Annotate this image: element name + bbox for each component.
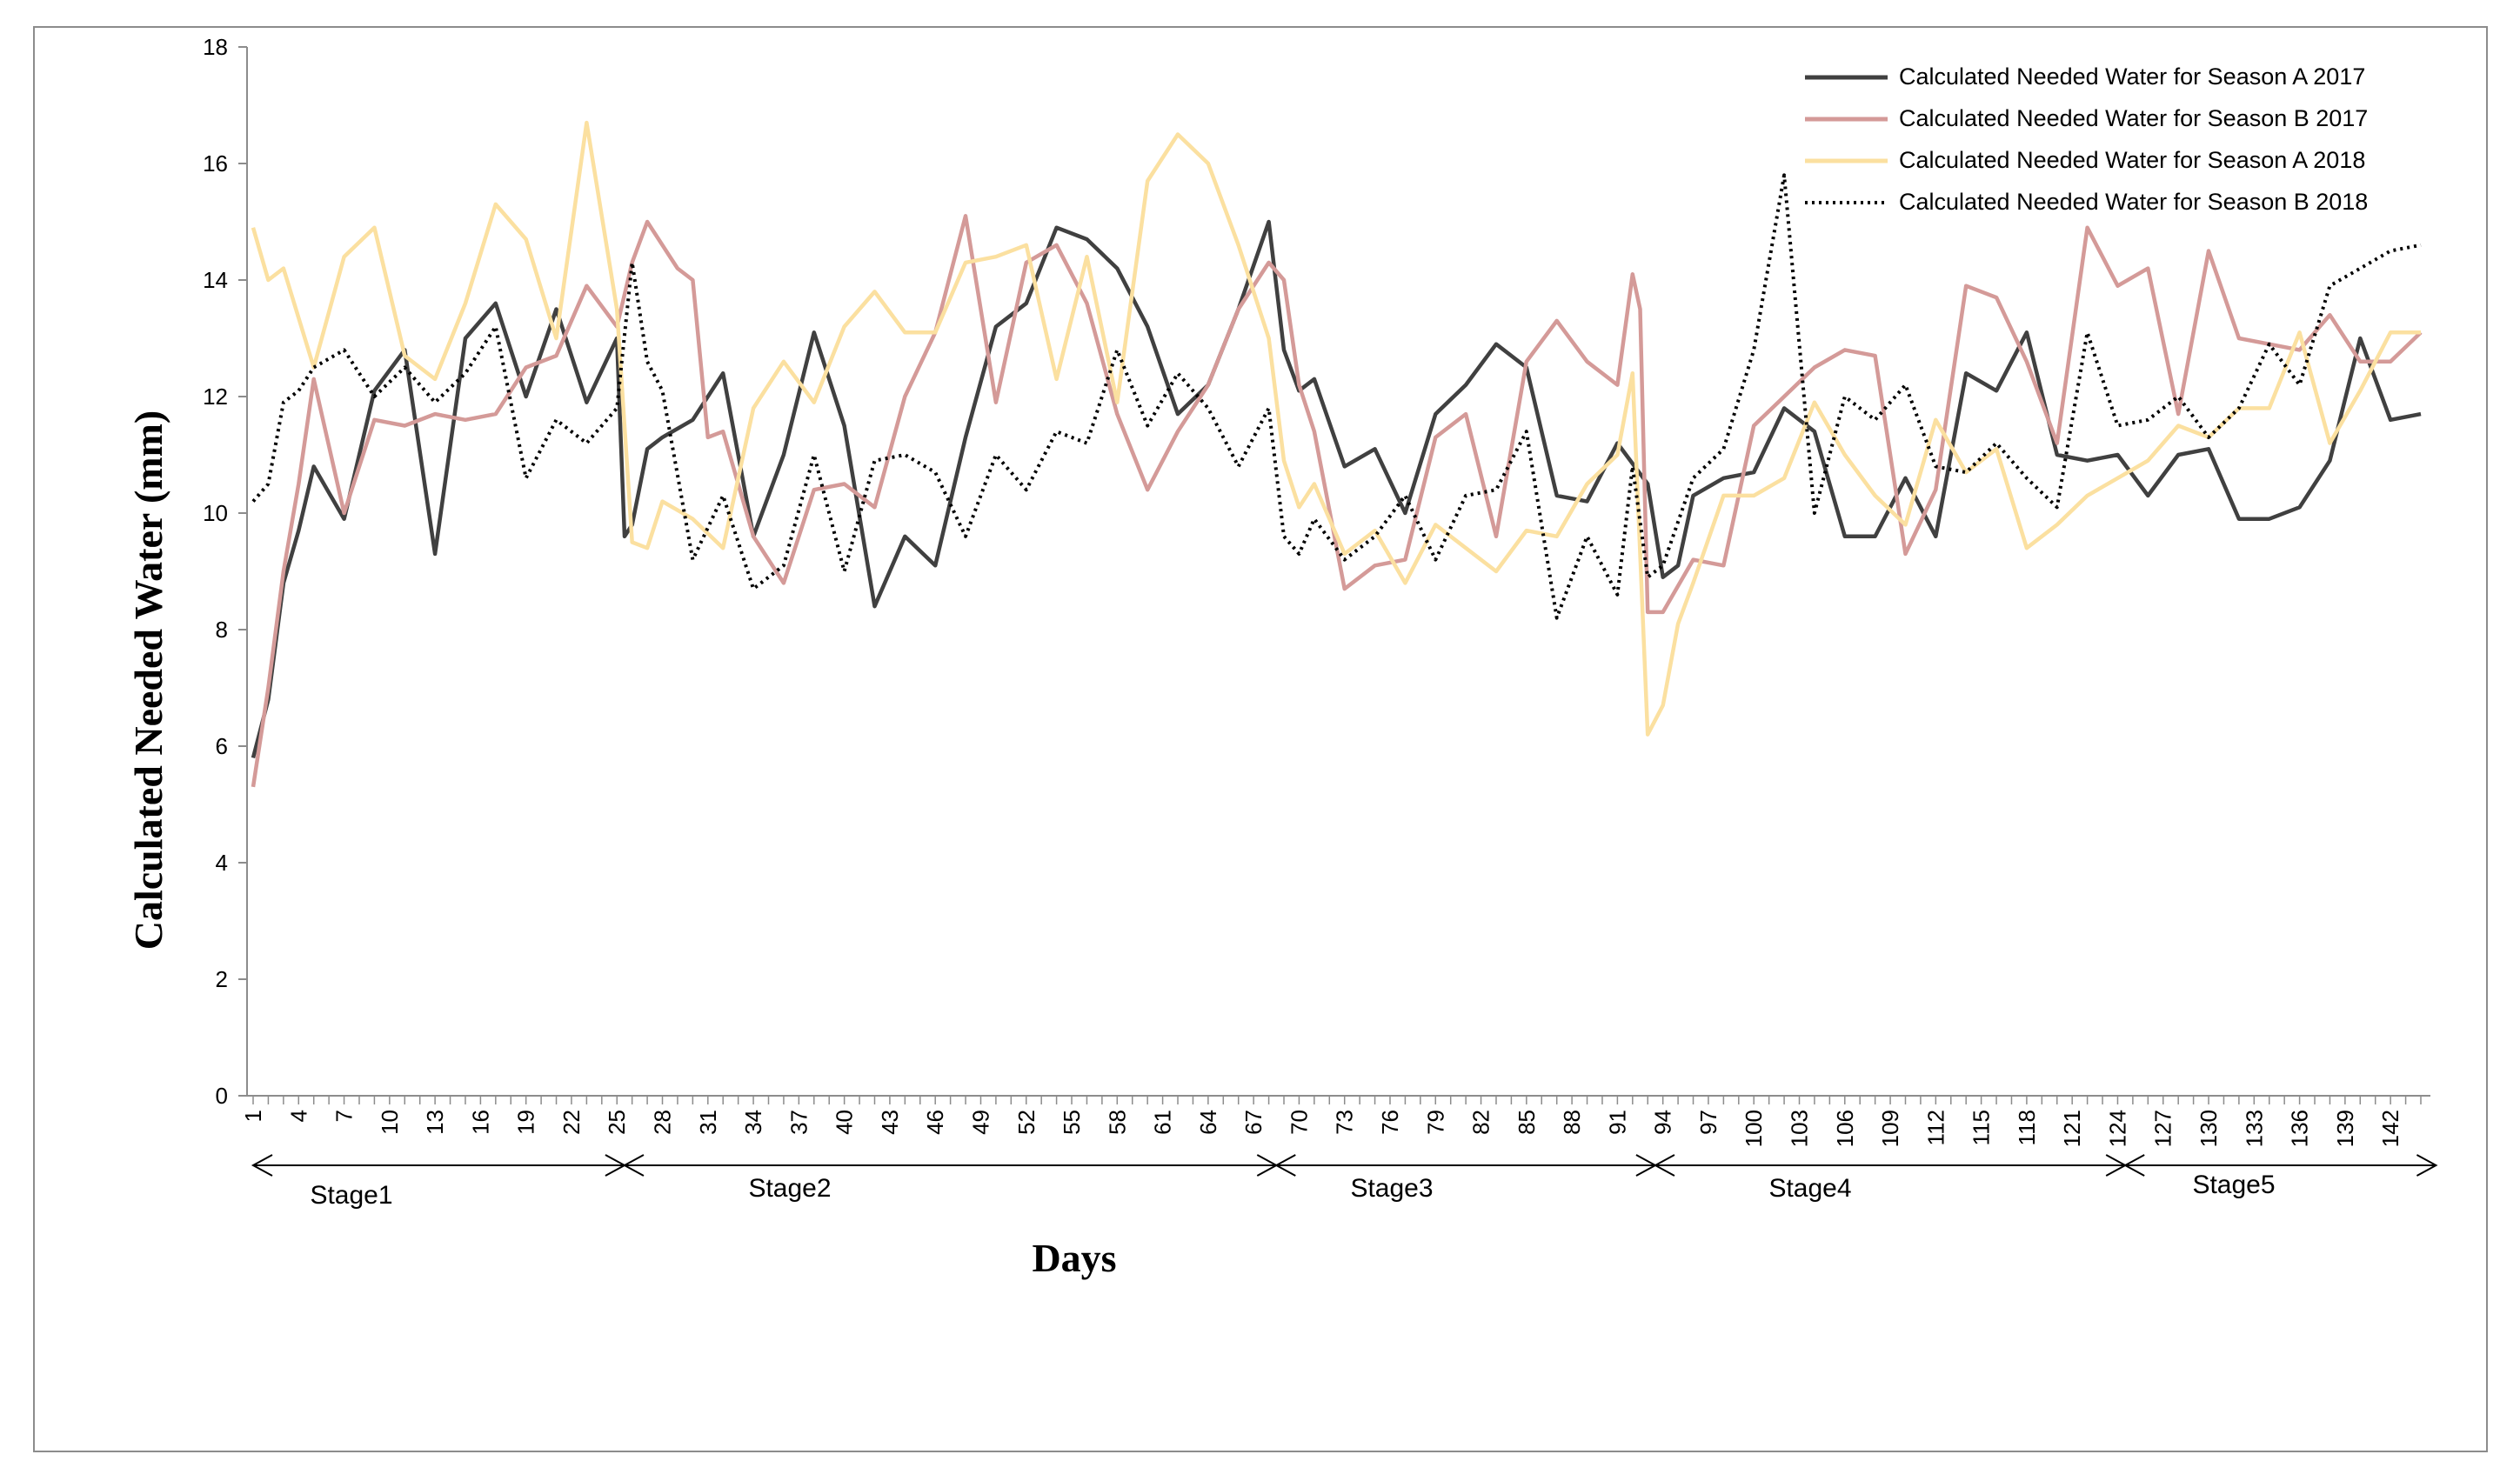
x-tick-label: 25 [604,1110,630,1135]
x-tick-label: 10 [377,1110,403,1135]
x-tick-label: 55 [1059,1110,1085,1135]
x-tick-label: 49 [967,1110,993,1135]
x-tick-label: 106 [1832,1110,1858,1147]
x-tick-label: 52 [1013,1110,1039,1135]
x-tick-label: 139 [2332,1110,2358,1147]
stage-label: Stage1 [310,1181,392,1210]
x-tick-label: 22 [558,1110,585,1135]
legend-label: Calculated Needed Water for Season B 201… [1899,189,2368,215]
x-tick-label: 70 [1286,1110,1312,1135]
x-tick-label: 130 [2196,1110,2222,1147]
x-tick-label: 46 [922,1110,948,1135]
y-tick-label: 0 [216,1083,228,1109]
x-tick-label: 1 [240,1110,266,1122]
x-tick-label: 67 [1240,1110,1267,1135]
x-tick-label: 109 [1877,1110,1903,1147]
x-tick-label: 100 [1741,1110,1767,1147]
x-tick-label: 40 [832,1110,858,1135]
legend: Calculated Needed Water for Season A 201… [1805,63,2368,215]
x-tick-label: 7 [331,1110,358,1122]
x-tick-label: 79 [1422,1110,1448,1135]
y-tick-label: 8 [216,617,228,643]
stage-arrow-left-head [1274,1154,1296,1177]
x-tick-label: 91 [1604,1110,1630,1135]
y-tick-label: 16 [203,150,228,177]
y-axis-title: Calculated Needed Water (mm) [126,410,170,950]
y-axis: 0 2 4 6 8 10 12 14 16 18 [203,34,248,1109]
y-tick-label: 12 [203,384,228,410]
x-tick-label: 118 [2014,1110,2040,1145]
legend-label: Calculated Needed Water for Season A 201… [1899,63,2365,90]
y-tick-label: 4 [216,850,228,876]
stage-arrow-left-head [1653,1154,1675,1177]
x-tick-label: 112 [1922,1110,1948,1145]
series-line-3 [251,120,2421,737]
x-axis: 1 4 7 10 13 16 19 22 25 28 31 34 37 40 43 46 49 52 55 58 61 6… [240,1095,2430,1147]
chart-frame [33,26,2488,1452]
x-tick-label: 121 [2059,1110,2085,1147]
y-tick-label: 6 [216,733,228,759]
x-tick-label: 142 [2377,1110,2403,1147]
x-tick-label: 34 [740,1110,766,1135]
x-tick-label: 88 [1559,1110,1585,1135]
x-tick-label: 19 [513,1110,539,1135]
x-tick-label: 16 [467,1110,493,1135]
x-tick-label: 43 [877,1110,903,1135]
stage-arrow-left-head [622,1154,645,1177]
stage-annotations: Stage1 Stage2 Stage3 Stage4 Stage5 [251,1154,2438,1210]
series-lines [251,120,2423,788]
stage-label: Stage5 [2192,1171,2275,1199]
x-tick-label: 127 [2150,1110,2176,1147]
x-tick-label: 103 [1787,1110,1813,1147]
stage-label: Stage2 [748,1174,831,1203]
series-line-4 [251,173,2422,620]
x-tick-label: 73 [1332,1110,1358,1135]
x-tick-label: 31 [695,1110,721,1135]
y-tick-label: 14 [203,267,228,293]
stage-arrow-right-head [2416,1154,2438,1177]
x-tick-label: 115 [1969,1110,1995,1145]
x-axis-title: Days [1032,1236,1116,1280]
stage-arrow-left-head [2123,1154,2145,1177]
x-tick-label: 136 [2287,1110,2313,1147]
series-line-1 [251,219,2422,758]
x-tick-label: 85 [1514,1110,1540,1135]
legend-label: Calculated Needed Water for Season A 201… [1899,147,2365,173]
legend-label: Calculated Needed Water for Season B 201… [1899,105,2368,131]
y-tick-label: 2 [216,966,228,992]
x-tick-label: 124 [2104,1110,2130,1147]
x-tick-label: 61 [1150,1110,1176,1135]
stage-arrow-left-head [251,1154,273,1177]
stage-label: Stage4 [1768,1174,1851,1203]
x-tick-label: 4 [285,1110,311,1122]
x-tick-label: 82 [1468,1110,1494,1135]
x-tick-label: 76 [1377,1110,1403,1135]
x-tick-label: 13 [422,1110,448,1135]
stage-label: Stage3 [1350,1174,1433,1203]
x-tick-label: 133 [2241,1110,2267,1147]
series-line-2 [251,214,2423,788]
x-tick-label: 64 [1195,1110,1221,1135]
x-tick-label: 94 [1650,1110,1676,1135]
y-tick-label: 18 [203,34,228,60]
x-tick-label: 97 [1695,1110,1721,1135]
x-tick-label: 37 [785,1110,812,1135]
x-tick-label: 28 [650,1110,676,1135]
x-tick-label: 58 [1104,1110,1130,1135]
y-tick-label: 10 [203,500,228,526]
